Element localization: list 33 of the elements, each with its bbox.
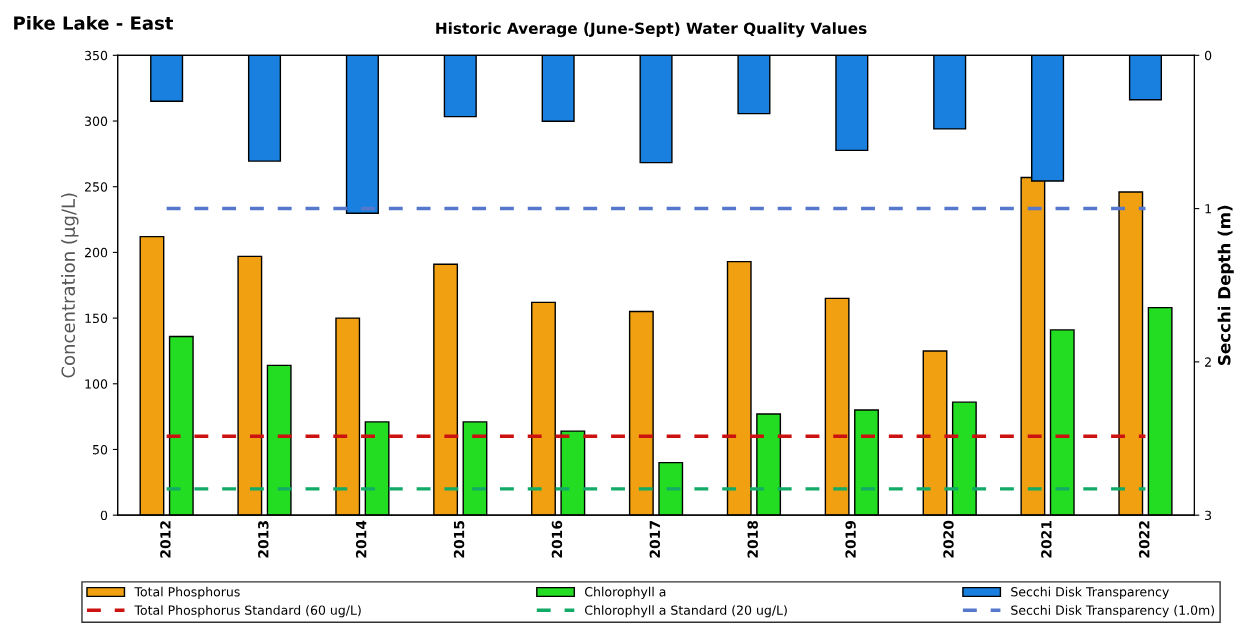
x-tick-label: 2012 bbox=[160, 521, 171, 558]
legend-label: Chlorophyll a bbox=[585, 586, 666, 599]
chart-title: Pike Lake - East bbox=[14, 15, 174, 30]
x-tick-label: 2021 bbox=[1041, 520, 1052, 558]
y2-tick-label: 1 bbox=[1205, 204, 1211, 214]
x-tick-label: 2020 bbox=[943, 520, 954, 558]
legend-label: Total Phosphorus Standard (60 ug/L) bbox=[134, 605, 361, 618]
legend-label: Total Phosphorus bbox=[134, 586, 240, 599]
y-tick-label: 250 bbox=[85, 182, 108, 192]
y-axis-title: Concentration (µg/L) bbox=[61, 193, 79, 378]
y-tick-label: 350 bbox=[85, 50, 108, 61]
legend-label: Secchi Disk Transparency (1.0m) bbox=[1011, 605, 1215, 618]
x-tick-label: 2016 bbox=[551, 520, 563, 558]
y2-tick-label: 3 bbox=[1205, 510, 1212, 521]
x-tick-label: 2014 bbox=[355, 520, 367, 558]
y2-tick-label: 2 bbox=[1205, 357, 1211, 367]
x-tick-label: 2018 bbox=[747, 520, 758, 558]
y-tick-label: 150 bbox=[85, 313, 108, 324]
y2-axis-title: Secchi Depth (m) bbox=[1217, 205, 1234, 365]
y-tick-label: 0 bbox=[100, 510, 108, 521]
x-tick-label: 2013 bbox=[258, 521, 269, 558]
x-tick-label: 2019 bbox=[845, 520, 856, 558]
chart-subtitle: Historic Average (June-Sept) Water Quality Values bbox=[436, 22, 867, 38]
y-tick-label: 100 bbox=[85, 379, 108, 389]
y-tick-label: 300 bbox=[85, 116, 108, 126]
y2-tick-label: 0 bbox=[1204, 50, 1212, 61]
y-tick-label: 50 bbox=[93, 444, 108, 455]
legend-label: Chlorophyll a Standard (20 ug/L) bbox=[585, 605, 787, 618]
y-tick-label: 200 bbox=[85, 247, 108, 258]
x-tick-label: 2022 bbox=[1138, 521, 1150, 558]
legend-label: Secchi Disk Transparency bbox=[1011, 586, 1169, 599]
x-tick-label: 2017 bbox=[649, 521, 661, 558]
x-tick-label: 2015 bbox=[453, 520, 465, 558]
